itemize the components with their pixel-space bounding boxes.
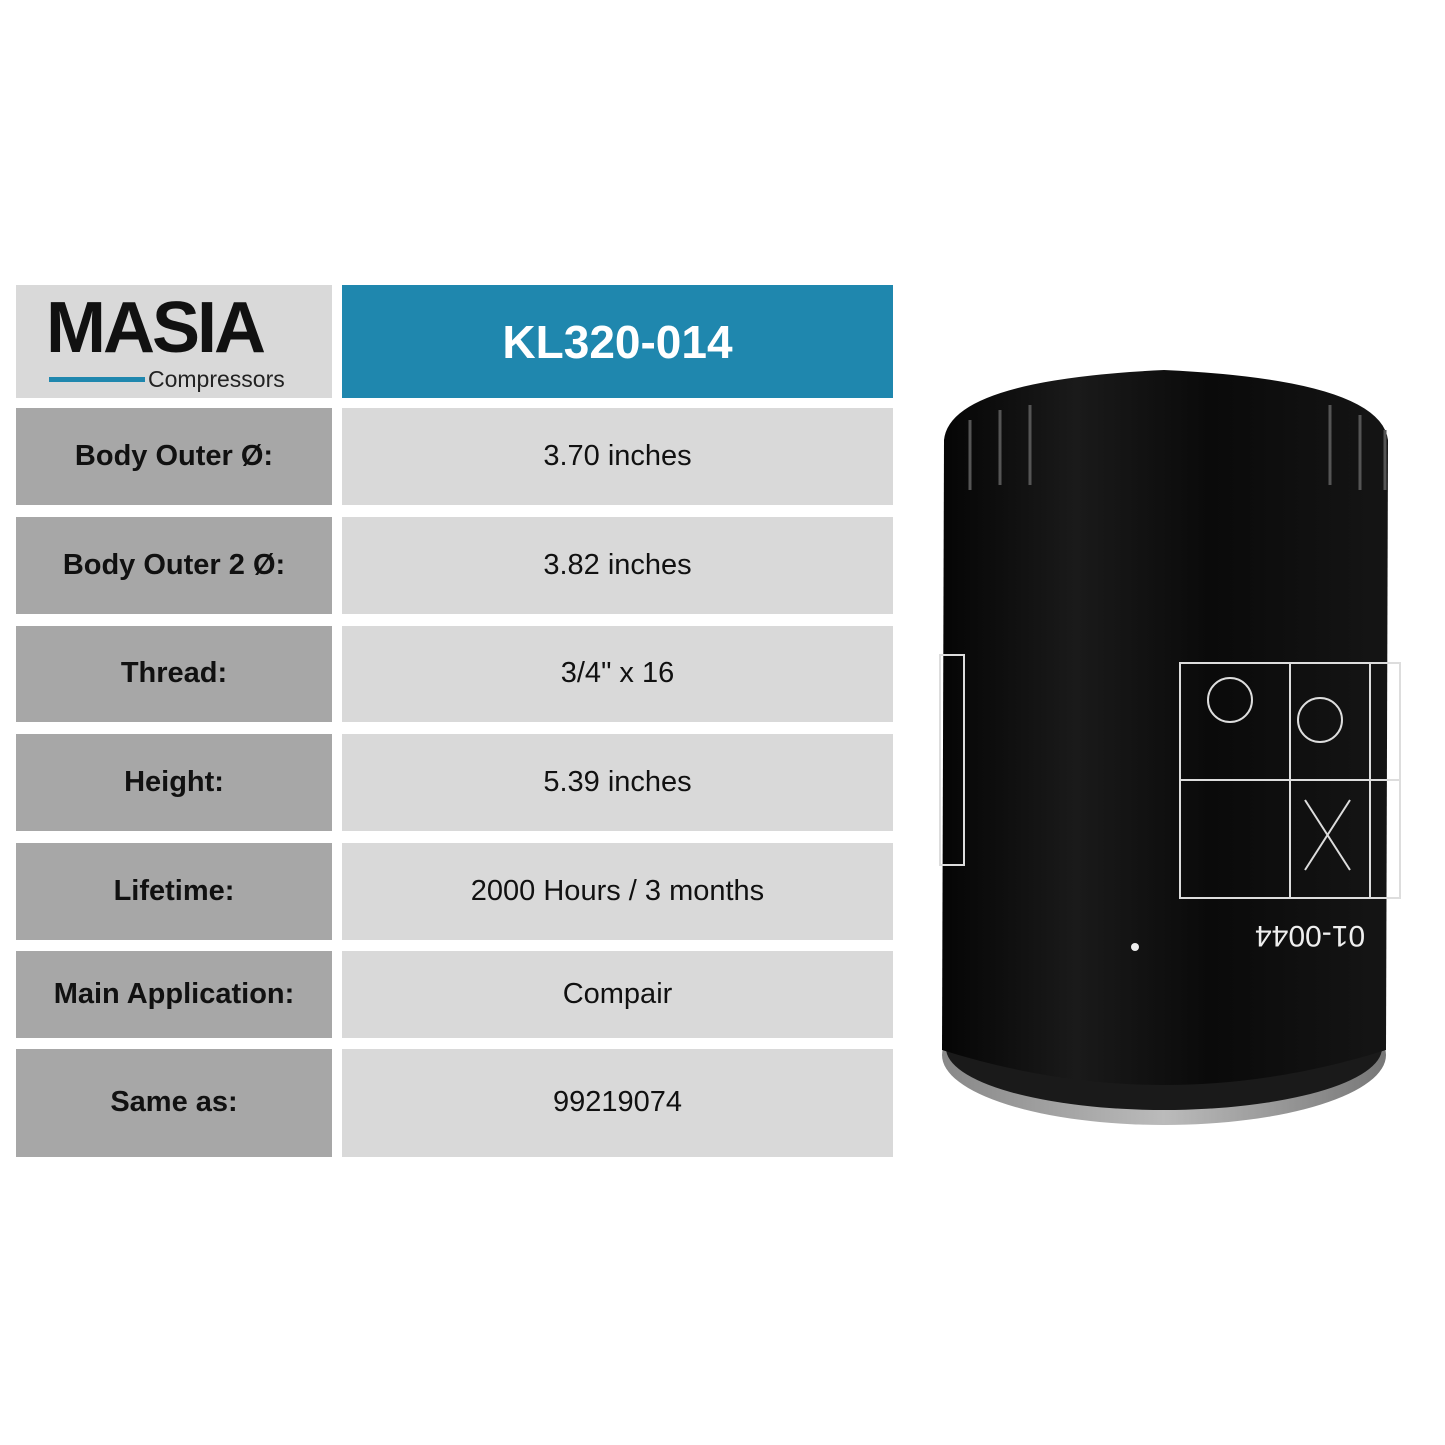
brand-name: MASIA <box>46 288 266 368</box>
spec-value: 5.39 inches <box>342 734 893 831</box>
spec-value: 3.70 inches <box>342 408 893 505</box>
spec-label: Lifetime: <box>16 843 332 940</box>
logo-underline <box>49 377 145 382</box>
spec-label: Height: <box>16 734 332 831</box>
brand-tagline: Compressors <box>148 366 285 392</box>
spec-value: 3/4" x 16 <box>342 626 893 722</box>
spec-label: Thread: <box>16 626 332 722</box>
product-code: KL320-014 <box>342 285 893 398</box>
spec-value: Compair <box>342 951 893 1038</box>
spec-label: Main Application: <box>16 951 332 1038</box>
oil-filter-photo <box>939 370 1401 1125</box>
filter-marking: 01-0044 <box>1255 919 1366 952</box>
spec-value: 3.82 inches <box>342 517 893 614</box>
spec-label: Body Outer 2 Ø: <box>16 517 332 614</box>
spec-label: Body Outer Ø: <box>16 408 332 505</box>
spec-value: 99219074 <box>342 1049 893 1157</box>
spec-label: Same as: <box>16 1049 332 1157</box>
brand-logo: MASIA Compressors <box>16 285 332 398</box>
spec-value: 2000 Hours / 3 months <box>342 843 893 940</box>
